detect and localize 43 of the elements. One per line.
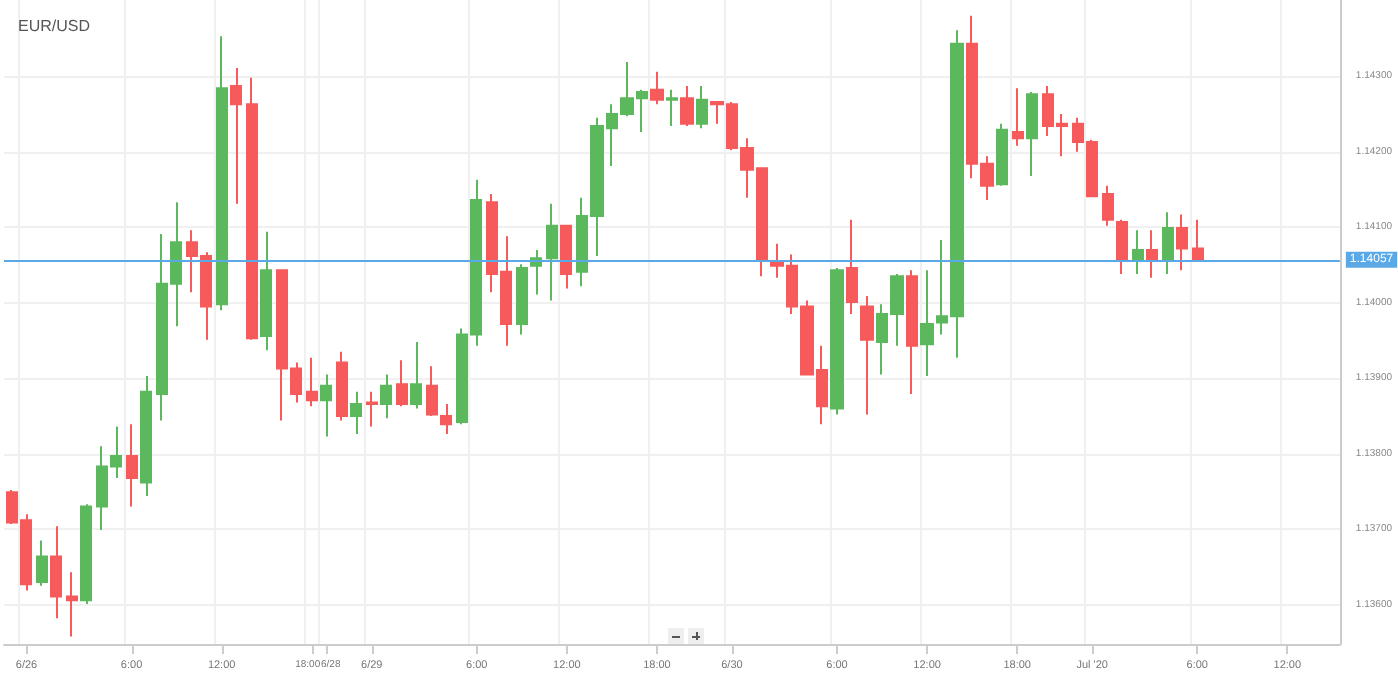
candlestick: [440, 402, 452, 436]
candlestick: [216, 35, 228, 312]
candlestick: [666, 88, 678, 128]
candlestick: [80, 503, 92, 605]
candlestick: [1132, 229, 1144, 276]
candlestick: [516, 263, 528, 336]
candlestick: [560, 224, 572, 290]
candlestick: [846, 218, 858, 316]
candlestick: [680, 85, 694, 128]
candlestick: [1162, 211, 1174, 276]
candlestick: [380, 373, 392, 420]
candlestick: [260, 230, 272, 352]
candlestick: [230, 66, 242, 205]
candlestick: [246, 76, 258, 341]
candlestick: [140, 374, 152, 498]
candlestick: [426, 365, 438, 417]
candlestick: [920, 269, 934, 377]
candlestick: [320, 373, 332, 438]
candlestick: [1026, 91, 1038, 177]
candlestick: [1192, 218, 1204, 263]
candlestick: [1116, 218, 1128, 276]
candlestick: [396, 359, 408, 408]
candlestick: [66, 571, 78, 638]
candlestick: [336, 350, 348, 422]
candlestick: [306, 356, 318, 408]
candlestick: [50, 525, 62, 620]
candlestick: [350, 390, 362, 436]
candlestick: [996, 122, 1008, 187]
text: EUR/USD: [18, 17, 91, 35]
candlestick: [410, 341, 422, 410]
candlestick: [860, 294, 874, 416]
candlestick: [906, 269, 918, 396]
candlestick: [696, 85, 708, 130]
candlestick: [366, 390, 378, 428]
candlestick: [1102, 184, 1114, 227]
candlestick: [1176, 213, 1188, 272]
candlestick: [1012, 87, 1024, 147]
candlestick: [1146, 229, 1158, 279]
candlestick: [126, 423, 138, 508]
candlestick: [830, 267, 844, 416]
candlestick: [36, 539, 48, 587]
candlestick: [546, 202, 558, 302]
candlestick: [650, 70, 664, 106]
